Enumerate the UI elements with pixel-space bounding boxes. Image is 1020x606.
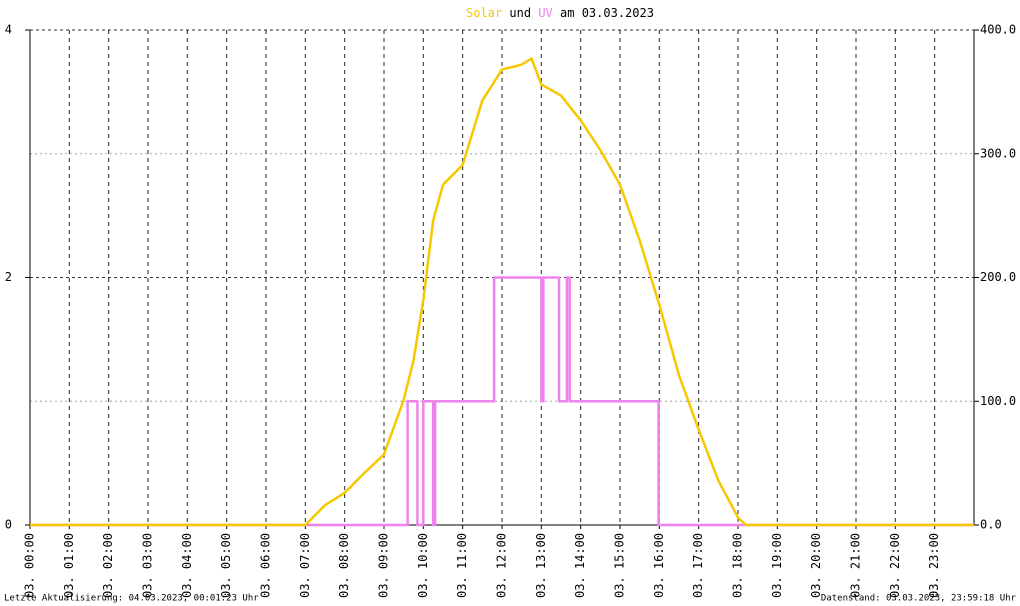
x-tick-label: 03. 20:00 [809, 533, 823, 598]
x-tick-label: 03. 13:00 [534, 533, 548, 598]
x-tick-label: 03. 11:00 [455, 533, 469, 598]
x-tick-label: 03. 10:00 [416, 533, 430, 598]
x-tick-label: 03. 23:00 [927, 533, 941, 598]
y-tick-label: 0 [5, 518, 12, 532]
series-line [30, 276, 974, 527]
x-tick-label: 03. 15:00 [613, 533, 627, 598]
x-tick-label: 03. 07:00 [298, 533, 312, 598]
x-tick-label: 03. 14:00 [573, 533, 587, 598]
title-part: UV [538, 6, 552, 20]
x-tick-label: 03. 18:00 [731, 533, 745, 598]
x-tick-label: 03. 01:00 [62, 533, 76, 598]
x-tick-label: 03. 21:00 [849, 533, 863, 598]
x-tick-label: 03. 00:00 [23, 533, 37, 598]
title-part: und [509, 6, 531, 20]
x-tick-label: 03. 05:00 [219, 533, 233, 598]
y2-tick-label: 200.0 [980, 270, 1016, 284]
footer-right: Datenstand: 03.03.2023, 23:59:18 Uhr [821, 594, 1017, 604]
x-tick-label: 03. 04:00 [180, 533, 194, 598]
x-tick-label: 03. 08:00 [337, 533, 351, 598]
y2-tick-label: 100.0 [980, 394, 1016, 408]
y-tick-label: 4 [5, 23, 12, 37]
chart-title: Solar und UV am 03.03.2023 [466, 6, 654, 20]
x-tick-label: 03. 22:00 [888, 533, 902, 598]
x-tick-label: 03. 19:00 [770, 533, 784, 598]
series-line [30, 57, 974, 527]
x-tick-label: 03. 12:00 [495, 533, 509, 598]
x-tick-label: 03. 06:00 [259, 533, 273, 598]
title-part: am 03.03.2023 [560, 6, 654, 20]
x-tick-label: 03. 17:00 [691, 533, 705, 598]
y2-tick-label: 300.0 [980, 146, 1016, 160]
x-tick-label: 03. 16:00 [652, 533, 666, 598]
title-part: Solar [466, 6, 502, 20]
x-tick-label: 03. 09:00 [377, 533, 391, 598]
x-tick-label: 03. 03:00 [141, 533, 155, 598]
y-tick-label: 2 [5, 270, 12, 284]
x-tick-label: 03. 02:00 [101, 533, 115, 598]
y2-tick-label: 400.0 [980, 23, 1016, 37]
footer-left: Letzte Aktualisierung: 04.03.2023, 00:01… [4, 594, 259, 604]
y2-tick-label: 0.0 [980, 518, 1002, 532]
